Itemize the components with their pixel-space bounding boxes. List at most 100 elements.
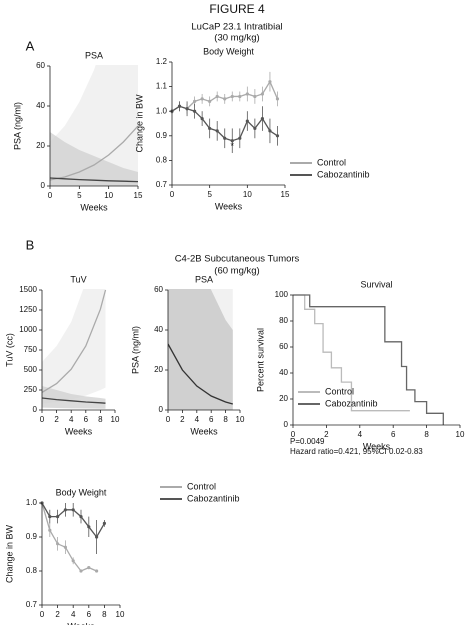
point <box>230 139 234 143</box>
panel-title: LuCaP 23.1 Intratibial <box>191 22 282 33</box>
x-tick-label: 0 <box>40 415 45 424</box>
y-tick-label: 0.9 <box>26 532 38 541</box>
panel-title: C4-2B Subcutaneous Tumors <box>175 254 300 265</box>
x-tick-label: 10 <box>236 415 245 424</box>
chart: Body Weight Weeks Change in BW 0.7 0.8 0.9 1.0… <box>134 46 369 211</box>
x-tick-label: 15 <box>281 190 290 199</box>
legend-label: Control <box>325 386 354 396</box>
y-tick-label: 40 <box>154 325 163 334</box>
x-tick-label: 2 <box>54 415 59 424</box>
x-axis-label: Weeks <box>65 426 93 436</box>
y-axis-label: Percent survival <box>255 328 265 392</box>
y-tick-label: 60 <box>154 285 163 294</box>
x-axis-label: Weeks <box>80 202 108 212</box>
y-axis-label: PSA (ng/ml) <box>12 102 22 150</box>
point <box>208 99 212 103</box>
point <box>63 545 67 549</box>
chart-title: Body Weight <box>56 487 107 497</box>
point <box>200 116 204 121</box>
point <box>253 94 257 99</box>
y-tick-label: 40 <box>279 368 288 377</box>
point <box>215 94 219 99</box>
line <box>168 343 233 405</box>
point <box>71 559 75 563</box>
chart-title: PSA <box>85 50 103 60</box>
x-axis-label: Weeks <box>215 201 243 211</box>
chart: PSA Weeks PSA (ng/ml) 0 20 40 60 0 5 10 15 <box>12 50 143 212</box>
line <box>50 177 139 183</box>
plot-area <box>50 65 139 186</box>
point <box>63 508 67 512</box>
y-tick-label: 500 <box>24 365 38 374</box>
x-tick-label: 2 <box>180 415 185 424</box>
point <box>95 569 99 573</box>
y-tick-label: 40 <box>36 101 45 110</box>
point <box>102 521 106 526</box>
y-axis-label: Change in BW <box>4 524 14 583</box>
point <box>48 515 52 519</box>
y-axis-label: PSA (ng/ml) <box>130 326 140 374</box>
point <box>87 566 91 570</box>
x-tick-label: 8 <box>424 430 429 439</box>
legend-label: Cabozantinib <box>317 169 370 179</box>
point <box>79 569 83 573</box>
point <box>87 525 91 529</box>
x-tick-label: 2 <box>55 610 60 619</box>
x-tick-label: 4 <box>69 415 74 424</box>
x-tick-label: 5 <box>207 190 212 199</box>
annotation: P=0.0049 <box>290 437 325 446</box>
point <box>245 92 249 96</box>
y-tick-label: 20 <box>279 394 288 403</box>
x-axis-label: Weeks <box>190 426 218 436</box>
x-axis-label: Weeks <box>67 621 95 625</box>
x-tick-label: 8 <box>102 610 107 619</box>
y-tick-label: 1250 <box>19 305 37 314</box>
figure-title: FIGURE 4 <box>209 2 265 16</box>
confidence-band <box>50 132 138 186</box>
x-tick-label: 0 <box>40 610 45 619</box>
point <box>275 134 280 138</box>
annotation: Hazard ratio=0.421, 95%CI 0.02-0.83 <box>290 447 423 456</box>
x-axis-label: Weeks <box>363 441 391 451</box>
panel-subtitle: (60 mg/kg) <box>214 266 259 277</box>
point <box>200 97 204 101</box>
y-tick-label: 20 <box>154 365 163 374</box>
x-tick-label: 4 <box>71 610 76 619</box>
annotation: * <box>231 141 235 151</box>
x-tick-label: 10 <box>456 430 465 439</box>
point <box>208 126 212 131</box>
point <box>177 104 182 108</box>
y-axis-label: Change in BW <box>134 94 144 153</box>
point <box>275 97 280 101</box>
y-tick-label: 1.2 <box>156 57 168 66</box>
y-tick-label: 0.7 <box>26 600 38 609</box>
survival-curve <box>293 294 444 425</box>
point <box>95 535 99 539</box>
point <box>71 508 75 512</box>
x-tick-label: 4 <box>358 430 363 439</box>
confidence-band <box>42 289 106 404</box>
panel-label: B <box>26 237 35 252</box>
y-tick-label: 0.8 <box>26 566 38 575</box>
point <box>193 109 197 113</box>
y-tick-label: 0.8 <box>156 156 168 165</box>
survival-curve <box>293 294 410 412</box>
y-tick-label: 1.0 <box>156 106 168 115</box>
x-tick-label: 6 <box>209 415 214 424</box>
chart-title: TuV <box>70 274 86 284</box>
y-tick-label: 0 <box>284 420 289 429</box>
point <box>253 126 257 131</box>
x-tick-label: 6 <box>87 610 92 619</box>
plot-area <box>42 289 107 409</box>
x-tick-label: 10 <box>243 190 252 199</box>
x-tick-label: 8 <box>98 415 103 424</box>
line <box>42 289 107 393</box>
point <box>79 515 83 519</box>
x-tick-label: 6 <box>84 415 89 424</box>
point <box>245 119 249 123</box>
panel-subtitle: (30 mg/kg) <box>214 33 259 44</box>
x-tick-label: 2 <box>324 430 329 439</box>
point <box>48 528 52 532</box>
x-tick-label: 5 <box>77 191 82 200</box>
